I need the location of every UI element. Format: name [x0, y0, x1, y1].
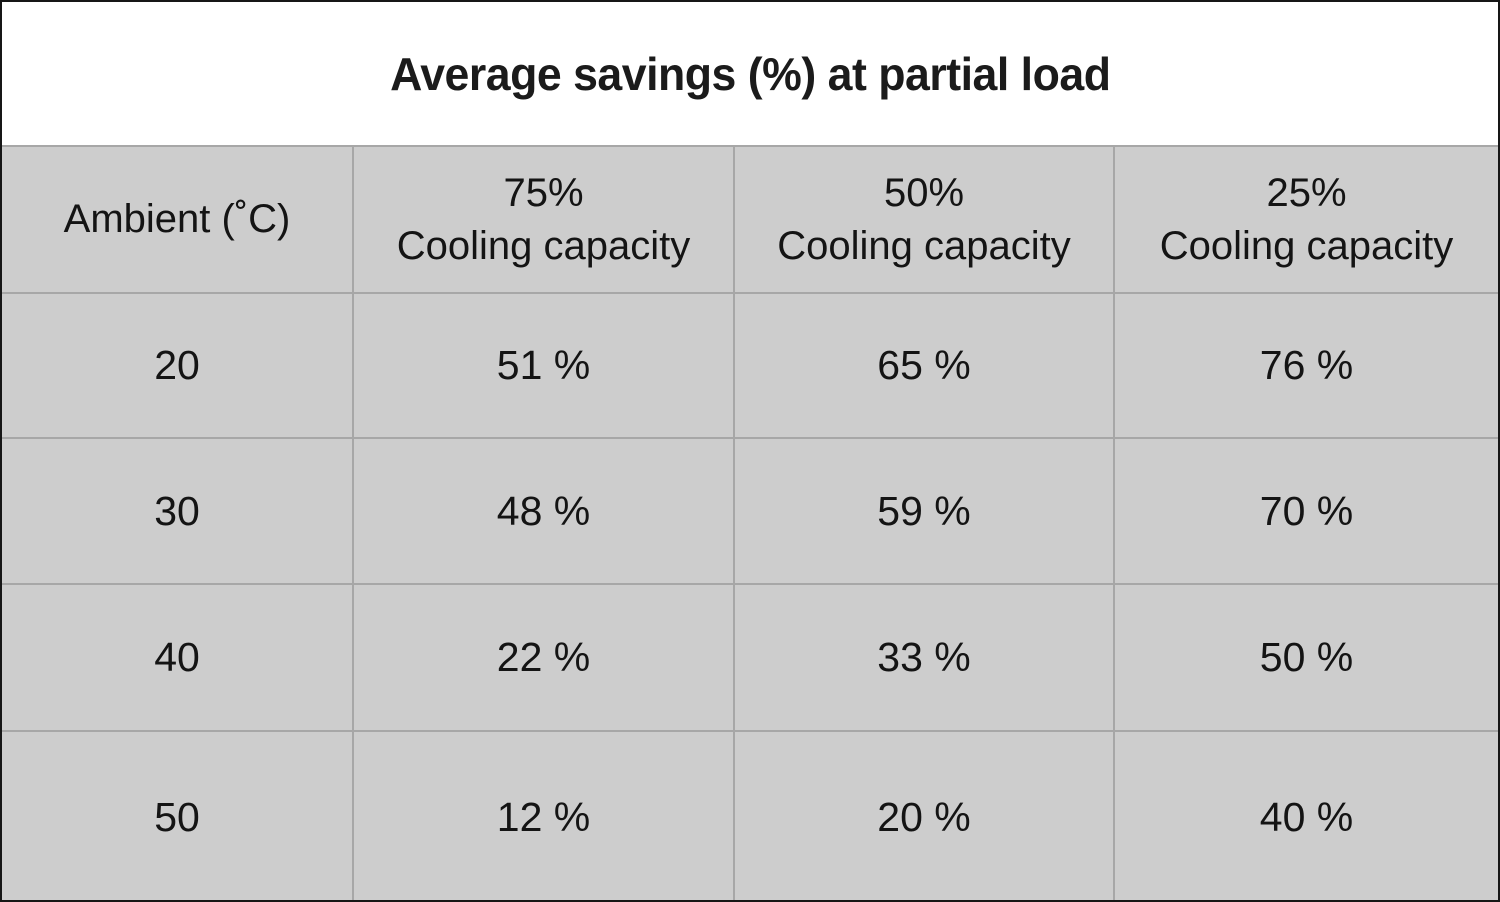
column-header-line2: Cooling capacity: [1159, 223, 1454, 268]
column-header-75: 75% Cooling capacity: [354, 147, 733, 292]
column-header-line2: Cooling capacity: [396, 223, 691, 268]
savings-cell: 48 %: [354, 439, 733, 583]
savings-cell: 22 %: [354, 585, 733, 730]
column-header-line1: 75%: [503, 170, 584, 215]
savings-cell: 12 %: [354, 732, 733, 900]
column-header-line2: Cooling capacity: [777, 223, 1071, 268]
savings-table: Ambient (˚C) 75% Cooling capacity 50% Co…: [2, 145, 1498, 900]
column-header-25: 25% Cooling capacity: [1115, 147, 1498, 292]
ambient-cell: 30: [2, 439, 352, 583]
column-header-50: 50% Cooling capacity: [735, 147, 1113, 292]
savings-cell: 33 %: [735, 585, 1113, 730]
column-header-ambient: Ambient (˚C): [2, 147, 352, 292]
savings-cell: 51 %: [354, 294, 733, 437]
savings-cell: 70 %: [1115, 439, 1498, 583]
savings-cell: 76 %: [1115, 294, 1498, 437]
column-header-line1: 25%: [1266, 170, 1347, 215]
savings-cell: 65 %: [735, 294, 1113, 437]
column-header-line1: Ambient (˚C): [63, 197, 291, 242]
column-header-line1: 50%: [883, 170, 965, 215]
page-title: Average savings (%) at partial load: [389, 47, 1111, 100]
title-band: Average savings (%) at partial load: [2, 2, 1498, 145]
ambient-cell: 50: [2, 732, 352, 900]
savings-cell: 59 %: [735, 439, 1113, 583]
savings-cell: 20 %: [735, 732, 1113, 900]
ambient-cell: 40: [2, 585, 352, 730]
savings-cell: 50 %: [1115, 585, 1498, 730]
savings-cell: 40 %: [1115, 732, 1498, 900]
ambient-cell: 20: [2, 294, 352, 437]
